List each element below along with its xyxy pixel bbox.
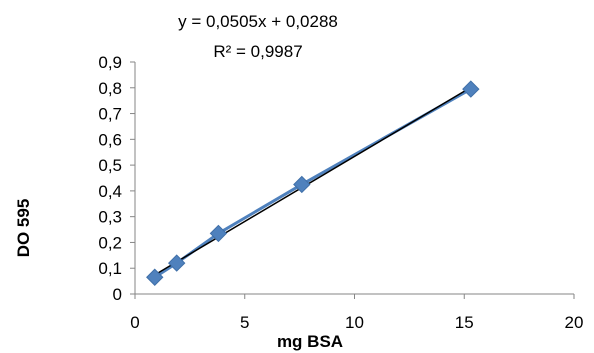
x-tick-label: 0 [130,313,139,332]
series-line [153,87,472,279]
y-tick-label: 0,5 [98,156,122,175]
trendline-equation: y = 0,0505x + 0,0288 [178,12,338,31]
plot-area [146,80,480,286]
y-axis-title: DO 595 [14,199,33,258]
data-point [146,268,164,286]
y-tick-label: 0,7 [98,105,122,124]
data-point [293,175,311,194]
y-tick-label: 0,8 [98,79,122,98]
x-axis-ticks: 0 5 10 15 20 [130,294,583,332]
y-tick-label: 0,9 [98,53,122,72]
y-axis-ticks: 0 0,1 0,2 0,3 0,4 0,5 0,6 0,7 0,8 0,9 [98,53,135,304]
x-tick-label: 15 [455,313,474,332]
trendline [154,86,472,276]
y-tick-label: 0,2 [98,233,122,252]
trendline-r-squared: R² = 0,9987 [213,42,302,61]
x-tick-label: 10 [345,313,364,332]
y-tick-label: 0,4 [98,182,122,201]
data-point [209,224,228,243]
x-axis-title: mg BSA [277,332,343,351]
y-tick-label: 0,1 [98,259,122,278]
data-point [462,80,480,98]
data-point [167,254,186,272]
y-tick-label: 0 [113,285,122,304]
y-tick-label: 0,6 [98,130,122,149]
y-tick-label: 0,3 [98,208,122,227]
x-tick-label: 20 [565,313,584,332]
x-tick-label: 5 [240,313,249,332]
